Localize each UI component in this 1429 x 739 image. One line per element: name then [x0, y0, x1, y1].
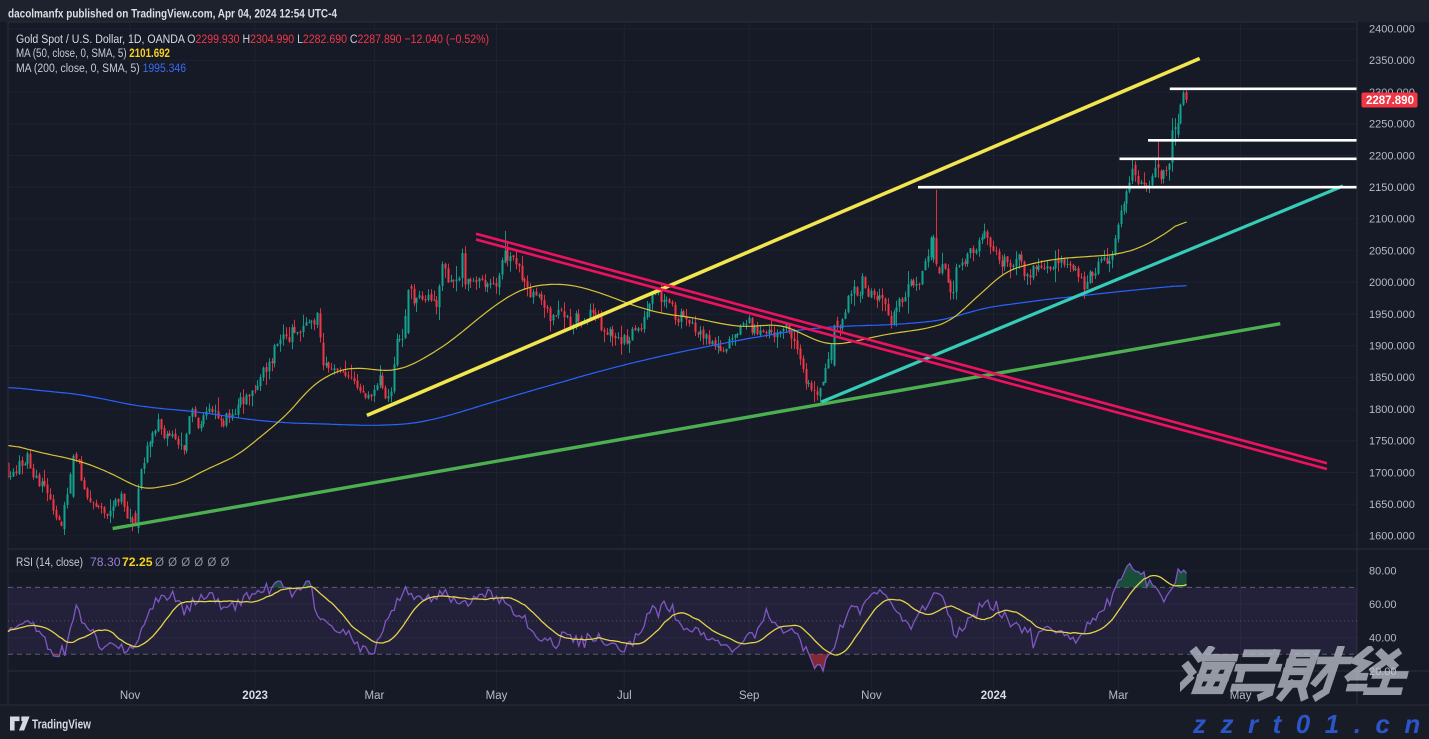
svg-text:Ø: Ø — [168, 557, 177, 569]
svg-text:2100.000: 2100.000 — [1369, 214, 1415, 226]
svg-text:TradingView: TradingView — [32, 717, 91, 732]
svg-text:MA (200, close, 0, SMA, 5) 19: MA (200, close, 0, SMA, 5) 1995.346 — [16, 61, 186, 75]
svg-text:RSI (14, close): RSI (14, close) — [16, 555, 83, 569]
svg-text:78.30: 78.30 — [90, 555, 121, 569]
svg-text:Nov: Nov — [120, 690, 141, 702]
svg-text:1800.000: 1800.000 — [1369, 404, 1415, 416]
svg-text:Ø: Ø — [207, 557, 216, 569]
svg-text:2000.000: 2000.000 — [1369, 277, 1415, 289]
svg-text:80.00: 80.00 — [1369, 566, 1397, 578]
svg-text:1650.000: 1650.000 — [1369, 499, 1415, 511]
svg-text:May: May — [1230, 690, 1252, 702]
svg-text:2023: 2023 — [242, 690, 268, 702]
svg-text:2350.000: 2350.000 — [1369, 55, 1415, 67]
svg-text:2250.000: 2250.000 — [1369, 119, 1415, 131]
svg-text:72.25: 72.25 — [122, 555, 153, 569]
svg-text:Mar: Mar — [364, 690, 384, 702]
svg-text:Mar: Mar — [1108, 690, 1128, 702]
svg-text:Ø: Ø — [181, 557, 190, 569]
svg-text:1600.000: 1600.000 — [1369, 531, 1415, 543]
svg-text:1850.000: 1850.000 — [1369, 372, 1415, 384]
svg-text:2287.890: 2287.890 — [1366, 95, 1414, 107]
svg-text:Ø: Ø — [221, 557, 230, 569]
svg-text:60.00: 60.00 — [1369, 599, 1397, 611]
svg-text:MA (50, close, 0, SMA, 5) 210: MA (50, close, 0, SMA, 5) 2101.692 — [16, 46, 170, 60]
svg-text:2150.000: 2150.000 — [1369, 182, 1415, 194]
svg-text:May: May — [486, 690, 508, 702]
svg-text:Gold Spot / U.S. Dollar, 1D, O: Gold Spot / U.S. Dollar, 1D, OANDA O2299… — [16, 32, 489, 46]
svg-text:1750.000: 1750.000 — [1369, 436, 1415, 448]
svg-text:2050.000: 2050.000 — [1369, 245, 1415, 257]
svg-text:Ø: Ø — [194, 557, 203, 569]
svg-text:2400.000: 2400.000 — [1369, 24, 1415, 36]
svg-text:1700.000: 1700.000 — [1369, 467, 1415, 479]
svg-text:2024: 2024 — [981, 690, 1007, 702]
svg-text:Nov: Nov — [861, 690, 882, 702]
svg-text:1900.000: 1900.000 — [1369, 341, 1415, 353]
svg-text:Ø: Ø — [155, 557, 164, 569]
svg-text:Sep: Sep — [739, 690, 759, 702]
svg-text:1950.000: 1950.000 — [1369, 309, 1415, 321]
svg-text:2200.000: 2200.000 — [1369, 150, 1415, 162]
svg-text:Jul: Jul — [617, 690, 632, 702]
svg-text:dacolmanfx published on Tradin: dacolmanfx published on TradingView.com,… — [8, 7, 337, 21]
svg-text:40.00: 40.00 — [1369, 632, 1397, 644]
